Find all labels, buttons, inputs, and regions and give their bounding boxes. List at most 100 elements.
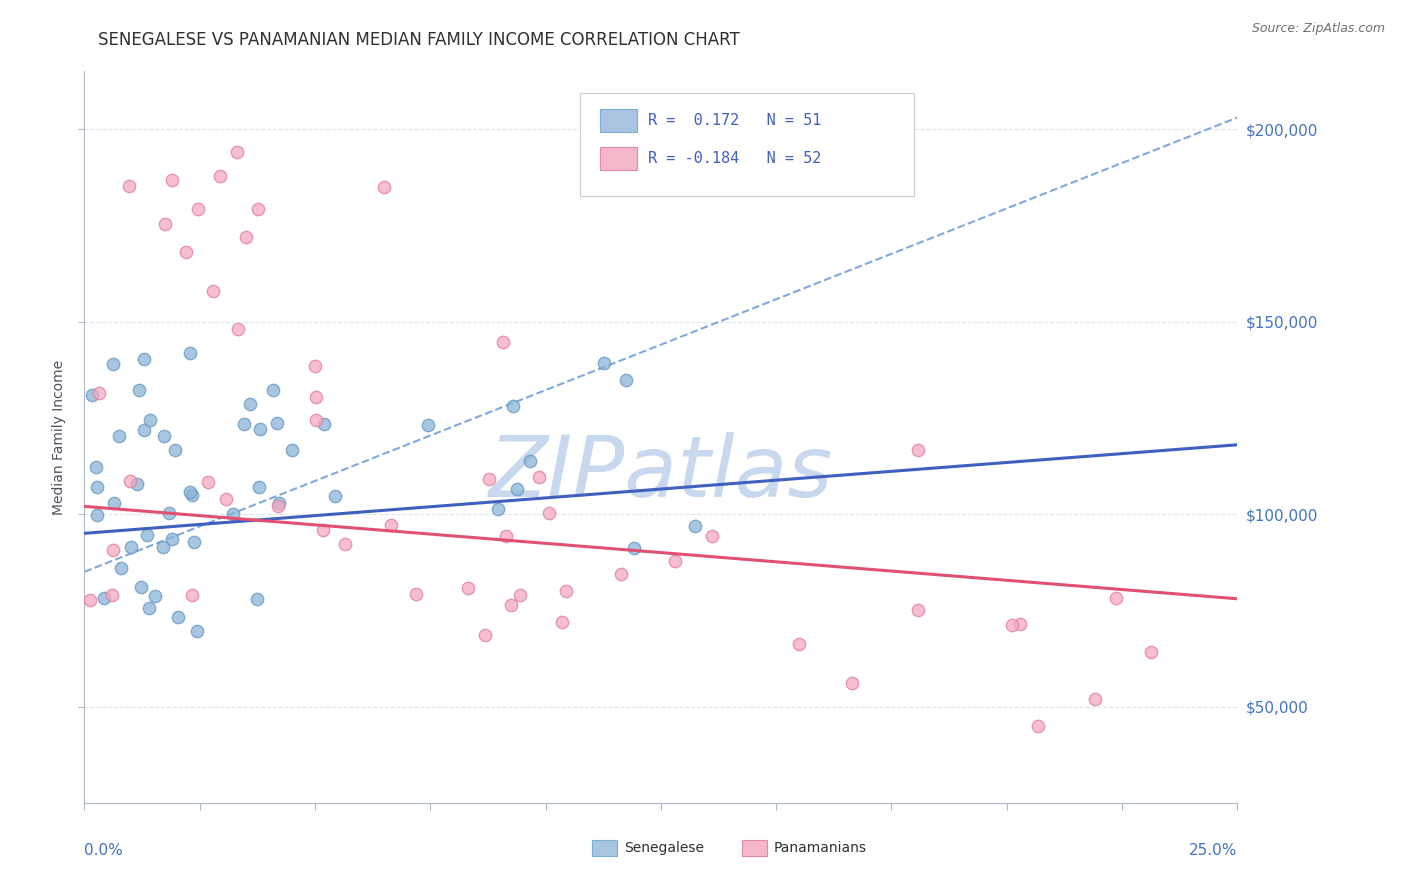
Point — [93, 591, 115, 605]
Text: R = -0.184   N = 52: R = -0.184 N = 52 — [648, 151, 821, 166]
Point — [79, 593, 101, 607]
Point — [179, 346, 201, 360]
Point — [492, 335, 515, 350]
Point — [153, 217, 176, 231]
Point — [134, 351, 156, 366]
Point — [323, 490, 346, 504]
Point — [135, 528, 157, 542]
Point — [1140, 645, 1163, 659]
Text: 0.0%: 0.0% — [84, 843, 124, 858]
Point — [162, 173, 184, 187]
Point — [262, 383, 284, 397]
Point — [616, 373, 638, 387]
Point — [233, 417, 256, 431]
Point — [152, 540, 174, 554]
Point — [86, 508, 108, 522]
Point — [138, 600, 160, 615]
Point — [101, 357, 124, 371]
Point — [1104, 591, 1126, 606]
Point — [502, 399, 524, 413]
Y-axis label: Median Family Income: Median Family Income — [52, 359, 66, 515]
Text: SENEGALESE VS PANAMANIAN MEDIAN FAMILY INCOME CORRELATION CHART: SENEGALESE VS PANAMANIAN MEDIAN FAMILY I… — [98, 31, 740, 49]
Point — [1008, 617, 1031, 632]
Point — [312, 417, 335, 431]
Point — [416, 418, 439, 433]
Point — [304, 359, 326, 373]
Point — [685, 518, 707, 533]
Text: Panamanians: Panamanians — [773, 841, 868, 855]
Point — [80, 388, 103, 402]
Point — [183, 535, 205, 549]
Point — [239, 396, 262, 410]
Point — [138, 413, 160, 427]
Point — [519, 453, 541, 467]
Point — [181, 588, 204, 602]
Text: Source: ZipAtlas.com: Source: ZipAtlas.com — [1251, 22, 1385, 36]
Point — [153, 429, 176, 443]
Text: R =  0.172   N = 51: R = 0.172 N = 51 — [648, 113, 821, 128]
Point — [486, 501, 509, 516]
Point — [87, 386, 110, 401]
Point — [86, 479, 108, 493]
Point — [501, 599, 523, 613]
FancyBboxPatch shape — [600, 146, 637, 170]
Point — [176, 245, 198, 260]
Point — [495, 528, 517, 542]
Point — [186, 624, 208, 638]
Point — [610, 566, 633, 581]
Point — [247, 480, 270, 494]
Point — [160, 533, 183, 547]
Point — [101, 543, 124, 558]
Point — [129, 580, 152, 594]
Point — [1000, 617, 1022, 632]
Point — [405, 587, 427, 601]
Text: ZIPatlas: ZIPatlas — [489, 432, 832, 516]
Point — [187, 202, 209, 216]
Point — [181, 488, 204, 502]
Point — [197, 475, 219, 489]
Point — [249, 422, 271, 436]
Point — [380, 517, 402, 532]
Point — [304, 390, 326, 404]
Point — [305, 412, 328, 426]
Point — [225, 145, 247, 160]
Point — [84, 459, 107, 474]
Point — [1084, 691, 1107, 706]
Point — [702, 529, 724, 543]
Point — [179, 484, 201, 499]
Point — [120, 474, 142, 488]
Point — [226, 322, 249, 336]
Point — [281, 442, 304, 457]
Point — [103, 496, 125, 510]
Point — [107, 428, 129, 442]
Point — [592, 356, 614, 370]
Point — [1026, 719, 1049, 733]
Point — [664, 554, 686, 568]
Point — [120, 540, 142, 554]
Point — [215, 491, 238, 506]
Point — [551, 615, 574, 629]
Point — [145, 589, 167, 603]
FancyBboxPatch shape — [600, 109, 637, 132]
FancyBboxPatch shape — [581, 94, 914, 195]
Point — [165, 442, 187, 457]
Point — [457, 581, 479, 595]
Point — [538, 506, 561, 520]
Point — [267, 500, 290, 514]
Point — [841, 675, 863, 690]
Point — [787, 637, 810, 651]
Point — [509, 588, 531, 602]
Point — [101, 588, 124, 602]
Point — [555, 584, 578, 599]
Point — [110, 561, 132, 575]
Point — [333, 537, 356, 551]
Point — [118, 178, 141, 193]
Point — [235, 230, 257, 244]
Point — [202, 284, 225, 298]
Point — [247, 202, 270, 216]
Point — [478, 472, 501, 486]
Point — [474, 628, 496, 642]
Point — [373, 179, 395, 194]
Point — [208, 169, 231, 183]
Point — [907, 442, 929, 457]
